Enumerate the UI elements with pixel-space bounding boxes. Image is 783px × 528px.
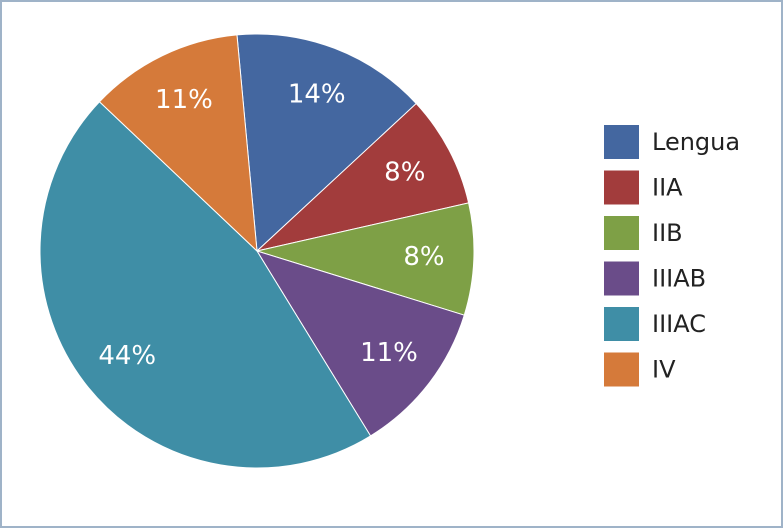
- legend-label: IIIAC: [652, 310, 706, 338]
- pie-slice: [255, 202, 475, 316]
- pie-slice: [236, 33, 417, 253]
- pie-slice: [255, 250, 465, 437]
- data-label: 44%: [98, 341, 156, 371]
- legend-swatch: [604, 352, 639, 387]
- legend-swatch: [604, 307, 639, 341]
- legend-label: IIIAB: [652, 265, 706, 293]
- legend-label: Lengua: [652, 128, 740, 156]
- data-label: 11%: [155, 85, 213, 115]
- data-label: 11%: [360, 338, 418, 368]
- data-label: 8%: [384, 158, 425, 188]
- legend-swatch: [604, 261, 639, 296]
- pie-slice: [39, 101, 372, 469]
- legend-label: IV: [652, 356, 676, 384]
- legend-swatch: [604, 170, 639, 205]
- legend-swatch: [604, 216, 639, 250]
- data-label: 14%: [288, 79, 346, 109]
- legend-swatch: [604, 125, 639, 159]
- legend-label: IIA: [652, 174, 683, 202]
- legend-label: IIB: [652, 219, 683, 247]
- pie-slice: [98, 34, 258, 253]
- pie-slice: [255, 102, 470, 252]
- data-label: 8%: [403, 242, 444, 272]
